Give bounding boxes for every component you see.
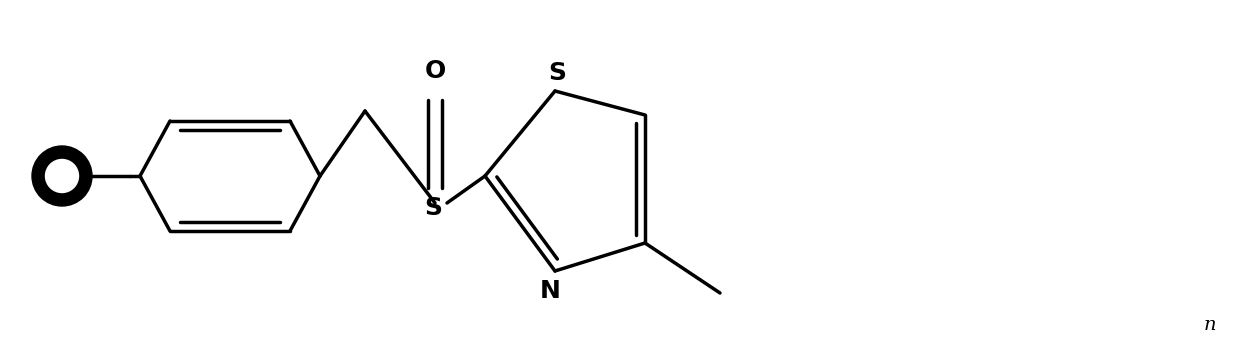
Circle shape <box>46 160 78 192</box>
Text: n: n <box>1204 316 1217 334</box>
Text: S: S <box>548 61 566 85</box>
Text: O: O <box>425 59 446 83</box>
Circle shape <box>32 146 92 206</box>
Text: N: N <box>539 279 560 303</box>
Text: S: S <box>424 196 442 220</box>
